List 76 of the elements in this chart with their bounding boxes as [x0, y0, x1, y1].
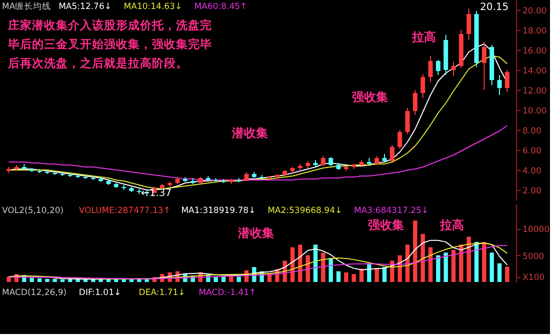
annotation: 拉高: [411, 30, 436, 44]
text: MA10:14.63↓: [124, 2, 182, 12]
bar: [76, 279, 80, 282]
legend-title: MA缠长均线: [2, 1, 52, 12]
candlestick: [428, 56, 433, 82]
text: MA3:684317.25↓: [354, 206, 429, 216]
annotation: 庄家潜收集介入该股形成价托，洗盘完毕后的三金叉开始强收集，强收集完毕后再次洗盘，之后就是拉高阶段。: [7, 18, 212, 70]
bar: [482, 242, 486, 282]
y-tick-label: 18.00: [522, 26, 547, 36]
candlestick: [320, 156, 326, 166]
legend-title: MACD(12,26,9): [2, 288, 67, 298]
legend-label: MACD:-1.41↑: [198, 288, 256, 298]
bar: [321, 252, 326, 282]
text: VOLUME:287477.13↑: [78, 206, 170, 216]
legend-title: VOL2(5,10,20): [2, 206, 64, 216]
bar: [413, 220, 418, 282]
candlestick: [436, 60, 440, 76]
bar: [352, 274, 356, 282]
y-tick-label: 2.00: [522, 186, 542, 196]
bar: [436, 255, 440, 282]
text: MA60:8.45↑: [194, 2, 248, 12]
bar: [236, 276, 241, 282]
candlestick: [466, 8, 472, 40]
bar: [306, 255, 310, 282]
y-tick-label: 14.00: [522, 66, 547, 76]
candlestick: [504, 70, 510, 92]
bar: [451, 250, 456, 282]
y-tick-label: 12.00: [522, 86, 547, 96]
legend-label: DIF:1.01↓: [78, 288, 122, 298]
y-tick-label: X100: [522, 273, 545, 284]
bar: [45, 278, 50, 282]
y-tick-label: 6.00: [522, 146, 542, 156]
bar: [328, 258, 333, 282]
y-tick-label: 5000: [522, 252, 544, 262]
annotation: 强收集: [368, 218, 404, 232]
bar: [444, 252, 448, 282]
bar: [344, 272, 348, 282]
candlestick: [405, 108, 410, 134]
annotation: 潜收集: [237, 226, 274, 240]
bar: [98, 279, 103, 282]
annotation: 拉高: [439, 218, 464, 232]
text: MA5:12.76↓: [58, 2, 112, 12]
y-tick-label: 10000: [522, 225, 550, 236]
bar: [374, 268, 379, 282]
bar: [52, 278, 57, 282]
bar: [298, 244, 302, 282]
bar: [420, 234, 425, 282]
candlestick: [390, 144, 394, 162]
text: MA1:318919.78↓: [181, 206, 256, 216]
annotation: 潜收集: [231, 126, 268, 140]
bar: [214, 276, 218, 282]
candlestick: [420, 74, 426, 98]
y-tick-label: 10.00: [522, 106, 547, 116]
candlestick: [412, 90, 418, 116]
bar: [466, 236, 471, 282]
bar: [336, 271, 341, 282]
bar: [490, 252, 494, 282]
annotation: 20.15: [480, 2, 509, 13]
annotation: 强收集: [352, 90, 388, 104]
candlestick: [451, 62, 456, 76]
y-tick-label: 20.00: [522, 6, 547, 16]
bar: [30, 278, 34, 282]
bar: [459, 244, 464, 282]
legend-label: DEA:1.71↓: [138, 288, 186, 298]
bar: [122, 279, 126, 282]
bar: [505, 266, 510, 282]
candlestick: [482, 42, 486, 90]
candlestick: [398, 130, 402, 150]
text: MA2:539668.94↓: [268, 206, 342, 216]
y-tick-label: 8.00: [522, 126, 542, 136]
candlestick: [497, 74, 502, 96]
bar: [6, 276, 11, 282]
y-tick-label: 4.00: [522, 166, 542, 176]
y-tick-label: 16.00: [522, 46, 547, 56]
bar: [144, 279, 149, 282]
bar: [497, 263, 502, 282]
